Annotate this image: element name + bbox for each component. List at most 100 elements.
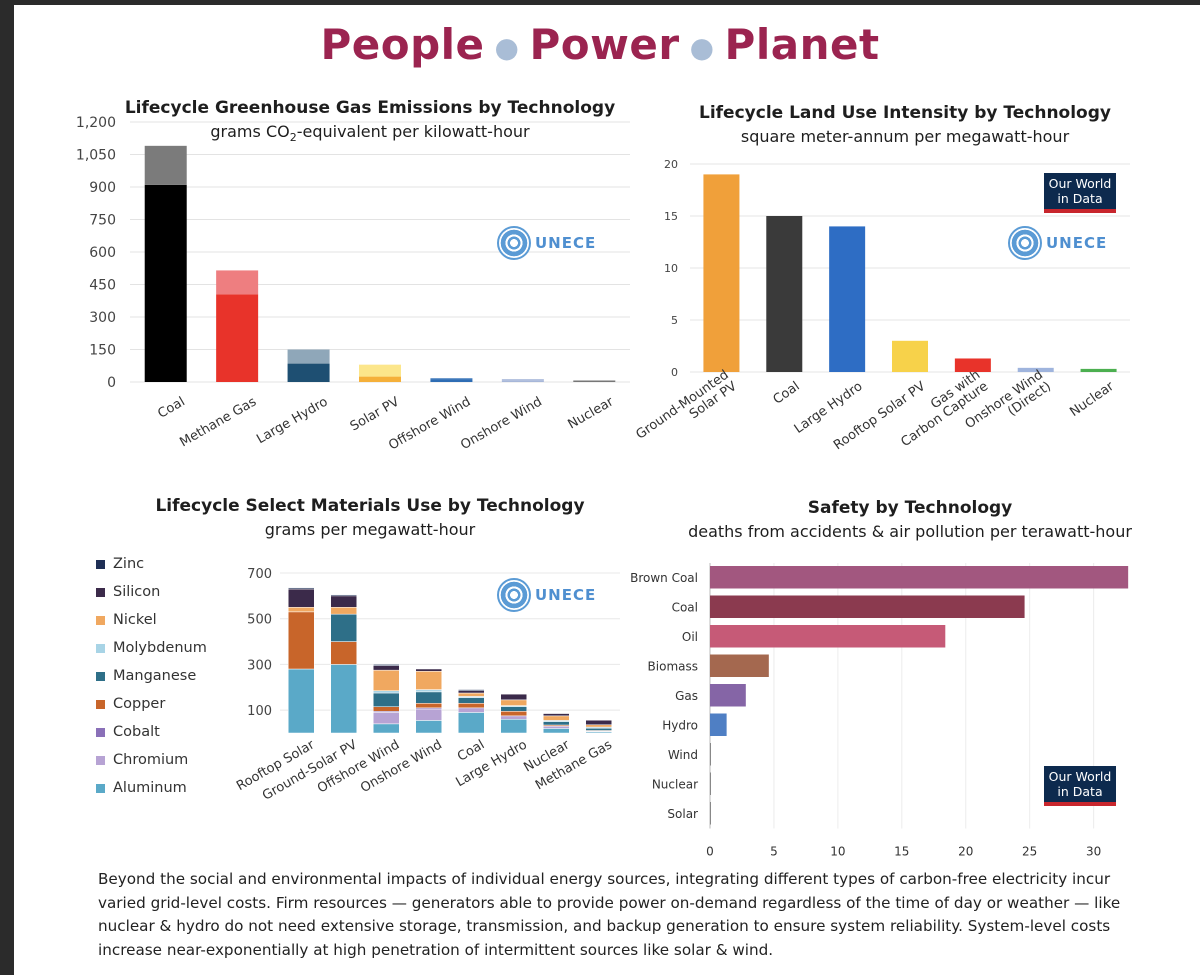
legend-swatch <box>96 559 105 569</box>
bar-segment-3-6 <box>415 671 442 690</box>
bar-low-1 <box>216 294 259 382</box>
y-tick-label: Oil <box>682 630 698 644</box>
x-tick-label: Onshore Wind <box>458 394 545 453</box>
bar-6 <box>1080 368 1117 372</box>
bar-segment-4-0 <box>458 712 485 734</box>
legend-label: Cobalt <box>113 724 160 740</box>
safety-chart-subtitle: deaths from accidents & air pollution pe… <box>688 522 1132 541</box>
bar-5 <box>1017 367 1054 372</box>
bar-range-4 <box>430 378 473 380</box>
x-tick-label: 30 <box>1086 845 1101 859</box>
bar-4 <box>954 358 991 372</box>
legend-swatch <box>96 587 105 597</box>
legend-item: Nickel <box>96 612 157 628</box>
bar-0 <box>710 566 1129 589</box>
bar-segment-0-7 <box>288 588 315 608</box>
y-tick-label: 0 <box>107 375 116 391</box>
bar-segment-5-0 <box>500 719 527 734</box>
bar-segment-2-6 <box>373 669 400 691</box>
title-separator-dot: ● <box>689 31 715 64</box>
y-tick-label: 0 <box>671 366 678 379</box>
x-tick-label-line: Coal <box>771 379 803 408</box>
bar-segment-3-7 <box>415 668 442 672</box>
bar-segment-3-5 <box>415 689 442 693</box>
y-tick-label: 900 <box>89 180 116 196</box>
x-tick-label: 15 <box>894 845 909 859</box>
x-tick-label: 25 <box>1022 845 1037 859</box>
x-tick-label: 0 <box>706 845 714 859</box>
un-emblem-icon <box>1008 226 1042 260</box>
unece-badge: UNECE <box>497 578 596 612</box>
bar-range-5 <box>501 379 544 381</box>
bar-segment-2-4 <box>373 692 400 707</box>
bar-segment-5-3 <box>500 711 527 717</box>
un-emblem-icon <box>497 226 531 260</box>
owid-badge: Our World in Data <box>1044 173 1116 213</box>
bar-segment-2-0 <box>373 723 400 734</box>
y-tick-label: Coal <box>672 600 698 614</box>
x-tick-label: Solar PV <box>348 394 402 434</box>
title-separator-dot: ● <box>494 31 520 64</box>
bar-segment-2-3 <box>373 706 400 712</box>
land-chart-subtitle: square meter-annum per megawatt-hour <box>740 127 1070 146</box>
materials-chart-title: Lifecycle Select Materials Use by Techno… <box>155 496 585 516</box>
bar-segment-4-3 <box>458 703 485 709</box>
y-tick-label: 10 <box>664 262 678 275</box>
un-emblem-icon <box>497 578 531 612</box>
main-title: People ● Power ● Planet <box>320 20 880 69</box>
x-tick-label: Large Hydro <box>254 394 330 447</box>
unece-badge: UNECE <box>497 226 596 260</box>
bar-segment-6-7 <box>543 713 570 717</box>
bar-3 <box>892 340 928 372</box>
y-tick-label: 5 <box>671 314 678 327</box>
legend-item: Chromium <box>96 752 188 768</box>
x-tick-label-line: Nuclear <box>1067 379 1117 420</box>
bar-segment-6-1 <box>543 725 570 729</box>
x-tick-label: Nuclear <box>1067 379 1117 420</box>
y-tick-label: 300 <box>89 310 116 326</box>
bar-segment-2-5 <box>373 690 400 694</box>
bar-segment-1-3 <box>330 641 357 665</box>
legend-label: Copper <box>113 696 166 712</box>
bar-segment-1-4 <box>330 613 357 642</box>
x-tick-label: 10 <box>830 845 845 859</box>
legend-item: Silicon <box>96 584 160 600</box>
bar-segment-4-6 <box>458 692 485 697</box>
legend-swatch <box>96 671 105 681</box>
y-tick-label: Brown Coal <box>630 571 698 585</box>
y-tick-label: 700 <box>247 567 272 582</box>
x-tick-label: Methane Gas <box>177 394 259 450</box>
bar-5 <box>710 713 727 736</box>
caption-text: Beyond the social and environmental impa… <box>98 870 1121 959</box>
legend-item: Copper <box>96 696 165 712</box>
bar-range-3 <box>359 364 401 377</box>
legend-item: Zinc <box>96 556 144 572</box>
bar-segment-0-3 <box>288 611 315 670</box>
legend-label: Aluminum <box>113 780 187 796</box>
safety-chart-title: Safety by Technology <box>807 498 1013 518</box>
bar-segment-5-7 <box>500 693 527 701</box>
bar-segment-1-0 <box>330 664 357 734</box>
unece-badge: UNECE <box>1008 226 1107 260</box>
bar-segment-7-7 <box>585 719 612 726</box>
bar-segment-4-4 <box>458 697 485 704</box>
bar-0 <box>703 174 740 372</box>
bar-segment-4-7 <box>458 690 485 694</box>
x-tick-label: 5 <box>770 845 778 859</box>
bar-1 <box>710 595 1025 618</box>
legend-label: Chromium <box>113 752 189 768</box>
bar-low-4 <box>430 379 473 382</box>
bar-segment-5-4 <box>500 706 527 712</box>
bar-segment-3-0 <box>415 720 442 734</box>
bar-segment-1-6 <box>330 607 357 615</box>
legend-label: Silicon <box>113 584 161 600</box>
bar-low-5 <box>501 380 544 382</box>
y-tick-label: Hydro <box>662 718 698 732</box>
ghg-chart-title: Lifecycle Greenhouse Gas Emissions by Te… <box>124 98 616 118</box>
y-tick-label: 1,200 <box>76 115 116 131</box>
bar-segment-1-8 <box>330 594 357 597</box>
bar-segment-3-3 <box>415 703 442 709</box>
y-tick-label: 300 <box>247 658 272 673</box>
